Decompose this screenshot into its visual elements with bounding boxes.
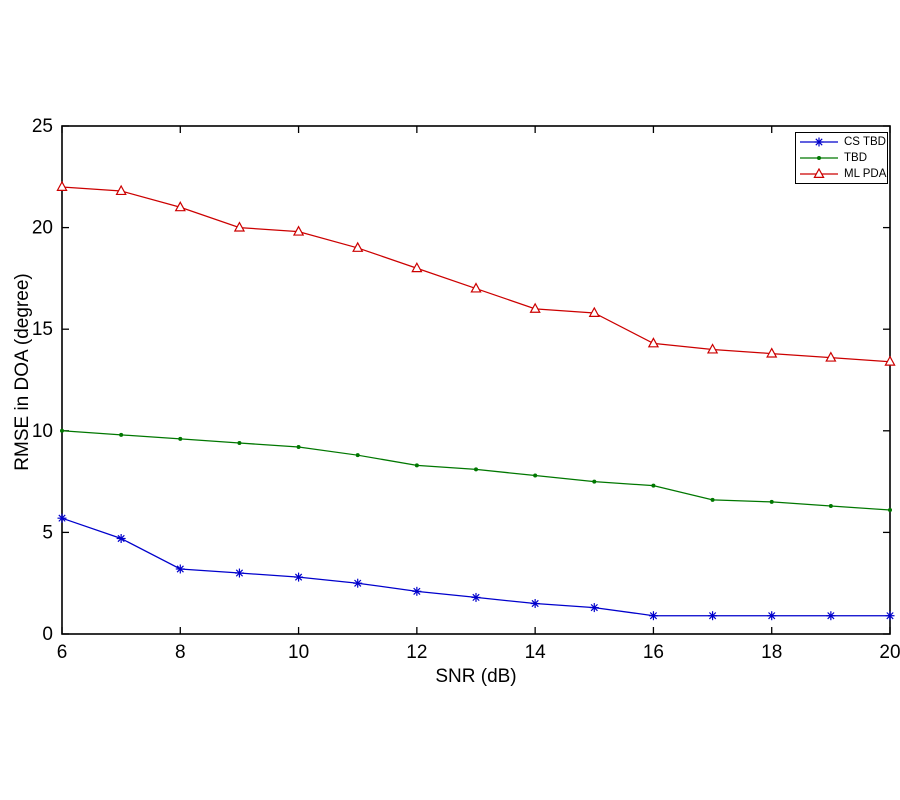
legend-sample [800, 137, 838, 147]
series-marker [235, 569, 244, 577]
x-tick-label: 12 [406, 642, 427, 663]
series-marker [472, 593, 480, 602]
series-marker [815, 138, 823, 146]
series-marker [474, 467, 478, 472]
x-tick-label: 10 [288, 642, 309, 663]
legend-sample [800, 156, 838, 160]
series-marker [533, 473, 538, 478]
series-marker [828, 503, 833, 508]
series-marker [294, 573, 303, 581]
series-marker [825, 351, 837, 362]
series-marker [178, 436, 183, 441]
y-axis-label: RMSE in DOA (degree) [12, 273, 33, 471]
series-marker [117, 534, 125, 543]
series-marker [237, 440, 242, 445]
series-marker [766, 347, 778, 358]
series-marker [651, 483, 656, 488]
legend: CS TBD TBD ML PDA [795, 132, 888, 184]
series-marker [352, 241, 364, 252]
series-marker [888, 508, 892, 513]
y-tick-label: 5 [42, 522, 53, 543]
series-marker [817, 156, 821, 160]
series-marker [590, 603, 598, 612]
x-axis-label: SNR (dB) [435, 666, 517, 687]
series-marker [233, 221, 246, 232]
legend-item-ml-pda: ML PDA [796, 166, 887, 182]
series-marker [708, 612, 717, 620]
series-marker [411, 261, 423, 273]
series-marker [827, 612, 835, 620]
series-marker [296, 445, 301, 450]
series-marker [470, 282, 482, 293]
legend-item-cs-tbd: CS TBD [796, 134, 887, 150]
series-marker [292, 225, 305, 236]
x-tick-label: 18 [761, 642, 782, 663]
series-marker [58, 514, 66, 522]
y-tick-label: 20 [32, 218, 53, 239]
series-marker [592, 479, 597, 484]
series-marker [588, 306, 600, 317]
series-marker [176, 565, 184, 573]
legend-label: CS TBD [844, 136, 886, 148]
series-marker [769, 499, 774, 504]
legend-label: TBD [844, 152, 867, 164]
series-line-ml-pda [61, 186, 891, 363]
series-marker [884, 355, 896, 366]
y-tick-label: 10 [32, 421, 53, 442]
series-marker [706, 343, 719, 354]
series-marker [647, 337, 660, 348]
series-marker [413, 587, 421, 595]
series-marker [414, 463, 419, 468]
y-tick-label: 25 [32, 116, 53, 137]
y-tick-label: 15 [32, 319, 53, 340]
series-marker [813, 168, 825, 178]
x-tick-label: 20 [879, 642, 900, 663]
y-tick-label: 0 [42, 624, 53, 645]
series-marker [886, 612, 894, 620]
series-marker [115, 184, 127, 196]
series-marker [355, 453, 360, 458]
series-marker [119, 432, 124, 437]
series-marker [531, 599, 539, 608]
series-marker [354, 579, 362, 587]
x-tick-label: 14 [525, 642, 547, 663]
series-marker [649, 612, 658, 620]
series-marker [174, 201, 186, 212]
axes-box [61, 125, 891, 635]
x-tick-label: 8 [175, 642, 186, 663]
legend-label: ML PDA [844, 168, 887, 180]
series-marker [60, 428, 64, 433]
x-tick-label: 6 [57, 642, 68, 663]
series-marker [768, 612, 776, 620]
legend-sample [800, 168, 838, 178]
series-marker [56, 180, 68, 191]
series-marker [710, 497, 715, 502]
x-tick-label: 16 [643, 642, 664, 663]
series-marker [529, 302, 541, 313]
legend-item-tbd: TBD [796, 150, 887, 166]
